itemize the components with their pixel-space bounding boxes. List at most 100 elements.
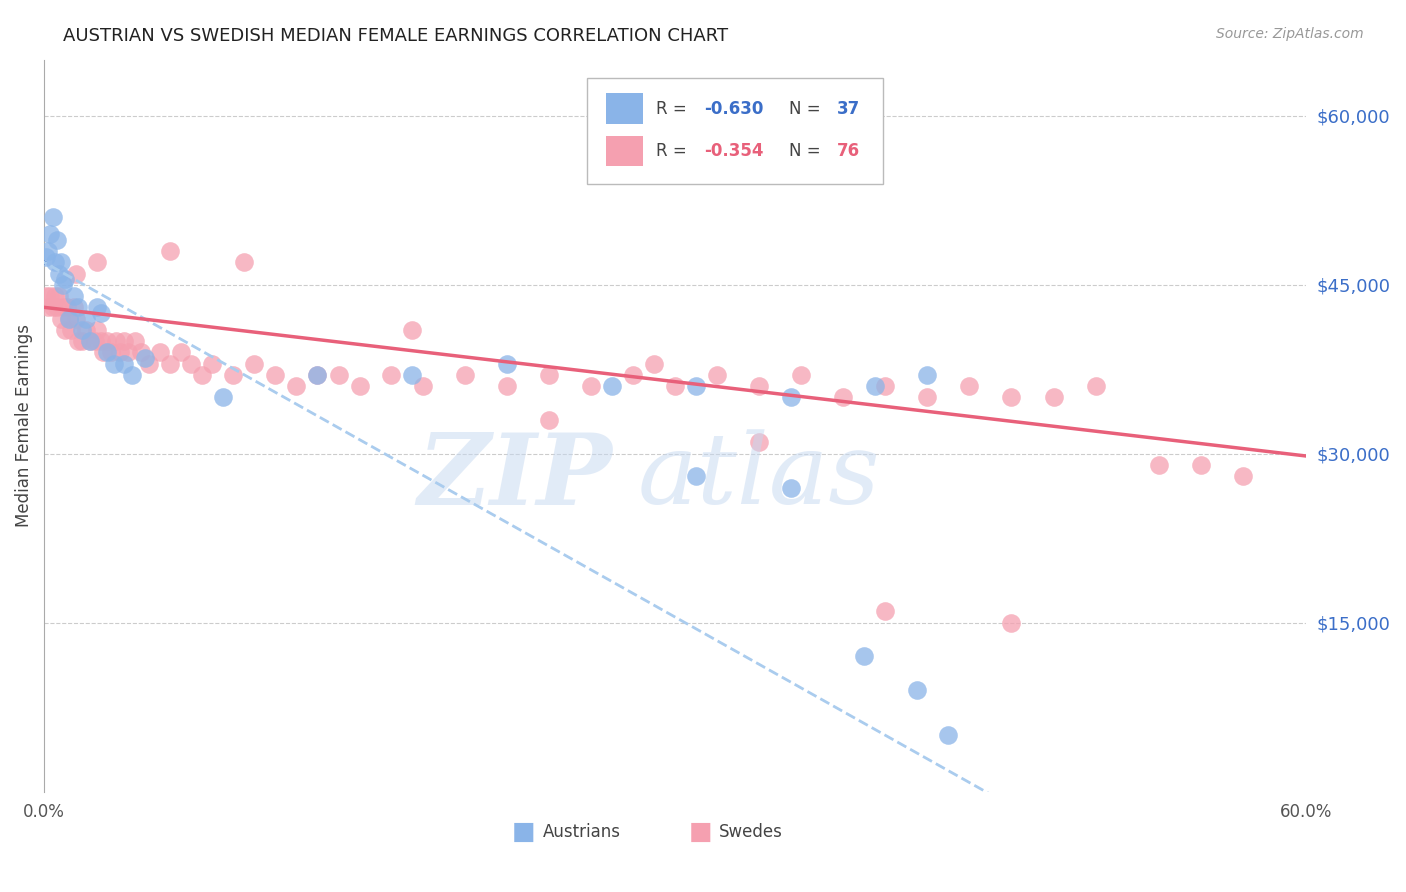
Text: ■: ■: [512, 820, 536, 844]
Point: [53, 323, 76, 337]
FancyBboxPatch shape: [606, 94, 644, 124]
Point: [96, 345, 118, 359]
Point: [454, 368, 477, 382]
Text: -0.630: -0.630: [704, 100, 763, 118]
Point: [790, 368, 813, 382]
Point: [170, 345, 193, 359]
Point: [307, 368, 329, 382]
Point: [121, 368, 143, 382]
Point: [748, 435, 770, 450]
Point: [1000, 615, 1022, 630]
Point: [62, 289, 84, 303]
Point: [37, 301, 59, 315]
Point: [112, 357, 135, 371]
Point: [685, 379, 707, 393]
Point: [401, 323, 423, 337]
Point: [48, 289, 70, 303]
Text: Swedes: Swedes: [718, 822, 783, 841]
Point: [96, 334, 118, 348]
Point: [1084, 379, 1107, 393]
Text: 37: 37: [837, 100, 859, 118]
Point: [48, 267, 70, 281]
Point: [201, 357, 224, 371]
Point: [863, 379, 886, 393]
Point: [75, 323, 97, 337]
Point: [79, 334, 101, 348]
Point: [149, 345, 172, 359]
Point: [52, 277, 75, 292]
Point: [49, 255, 72, 269]
Text: N =: N =: [789, 100, 825, 118]
Point: [643, 357, 665, 371]
Point: [412, 379, 434, 393]
Text: AUSTRIAN VS SWEDISH MEDIAN FEMALE EARNINGS CORRELATION CHART: AUSTRIAN VS SWEDISH MEDIAN FEMALE EARNIN…: [63, 27, 728, 45]
Text: R =: R =: [657, 142, 692, 160]
FancyBboxPatch shape: [606, 136, 644, 167]
Point: [685, 469, 707, 483]
Point: [875, 379, 897, 393]
Point: [401, 368, 423, 382]
Point: [112, 334, 135, 348]
Point: [35, 250, 58, 264]
Point: [58, 311, 80, 326]
Point: [917, 368, 939, 382]
Point: [875, 604, 897, 618]
Point: [79, 334, 101, 348]
Point: [307, 368, 329, 382]
Point: [49, 311, 72, 326]
Point: [56, 301, 79, 315]
Point: [45, 233, 67, 247]
Point: [621, 368, 644, 382]
Point: [41, 211, 63, 225]
Point: [191, 368, 214, 382]
Point: [495, 379, 517, 393]
Point: [706, 368, 728, 382]
Point: [90, 306, 112, 320]
Point: [100, 345, 122, 359]
Point: [748, 379, 770, 393]
Point: [41, 301, 63, 315]
Point: [1000, 391, 1022, 405]
Point: [129, 345, 152, 359]
Point: [70, 334, 93, 348]
Point: [65, 267, 87, 281]
Point: [35, 289, 58, 303]
Point: [70, 323, 93, 337]
Point: [779, 391, 801, 405]
Point: [86, 301, 108, 315]
Point: [905, 683, 928, 698]
Point: [779, 481, 801, 495]
Point: [60, 323, 83, 337]
Point: [243, 357, 266, 371]
Point: [1189, 458, 1212, 472]
Point: [44, 255, 66, 269]
Point: [938, 728, 960, 742]
Point: [232, 255, 254, 269]
Point: [62, 301, 84, 315]
Point: [66, 334, 89, 348]
Point: [664, 379, 686, 393]
Point: [264, 368, 287, 382]
Point: [66, 301, 89, 315]
Point: [222, 368, 245, 382]
Point: [117, 345, 139, 359]
Point: [1042, 391, 1064, 405]
Point: [52, 301, 75, 315]
Point: [537, 413, 560, 427]
Point: [832, 391, 855, 405]
Point: [1232, 469, 1254, 483]
Point: [39, 227, 62, 241]
Point: [159, 244, 181, 258]
Point: [579, 379, 602, 393]
Point: [86, 255, 108, 269]
Point: [39, 289, 62, 303]
Text: Austrians: Austrians: [543, 822, 620, 841]
Point: [853, 649, 876, 664]
Point: [45, 301, 67, 315]
Point: [37, 244, 59, 258]
Point: [108, 345, 131, 359]
Point: [91, 345, 114, 359]
Text: ■: ■: [689, 820, 711, 844]
Point: [83, 334, 105, 348]
Point: [159, 357, 181, 371]
